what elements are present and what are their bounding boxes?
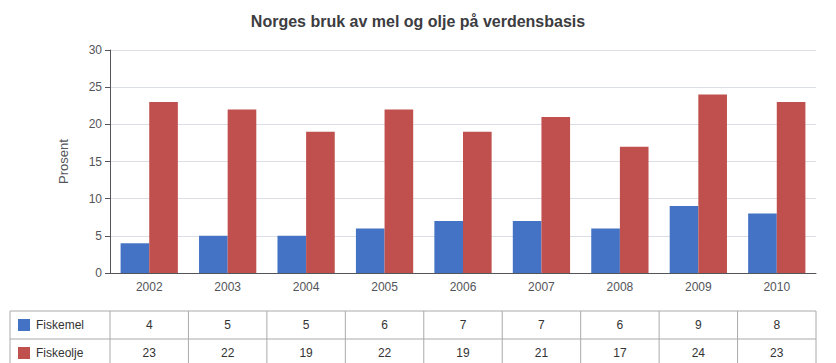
svg-text:25: 25	[89, 80, 103, 94]
svg-text:2006: 2006	[450, 280, 477, 294]
svg-text:2009: 2009	[685, 280, 712, 294]
svg-text:2008: 2008	[607, 280, 634, 294]
svg-text:19: 19	[456, 346, 470, 360]
svg-text:0: 0	[95, 266, 102, 280]
svg-text:22: 22	[221, 346, 235, 360]
svg-text:2004: 2004	[293, 280, 320, 294]
svg-text:8: 8	[773, 318, 780, 332]
svg-text:24: 24	[692, 346, 706, 360]
svg-text:2007: 2007	[528, 280, 555, 294]
svg-text:21: 21	[535, 346, 549, 360]
svg-text:5: 5	[95, 229, 102, 243]
svg-text:22: 22	[378, 346, 392, 360]
svg-text:Fiskemel: Fiskemel	[36, 318, 84, 332]
svg-text:6: 6	[617, 318, 624, 332]
svg-text:5: 5	[224, 318, 231, 332]
svg-text:20: 20	[89, 117, 103, 131]
svg-text:7: 7	[460, 318, 467, 332]
svg-text:2003: 2003	[214, 280, 241, 294]
svg-text:2010: 2010	[763, 280, 790, 294]
svg-text:6: 6	[381, 318, 388, 332]
svg-text:30: 30	[89, 43, 103, 57]
svg-text:23: 23	[770, 346, 784, 360]
svg-text:2002: 2002	[136, 280, 163, 294]
svg-text:4: 4	[146, 318, 153, 332]
svg-text:17: 17	[613, 346, 627, 360]
svg-text:9: 9	[695, 318, 702, 332]
svg-text:23: 23	[143, 346, 157, 360]
svg-text:Norges bruk av mel og olje på: Norges bruk av mel og olje på verdensbas…	[251, 13, 585, 30]
svg-text:10: 10	[89, 192, 103, 206]
svg-text:5: 5	[303, 318, 310, 332]
svg-text:Prosent: Prosent	[56, 139, 71, 184]
svg-text:19: 19	[299, 346, 313, 360]
svg-text:2005: 2005	[371, 280, 398, 294]
svg-text:7: 7	[538, 318, 545, 332]
svg-text:15: 15	[89, 155, 103, 169]
svg-text:Fiskeolje: Fiskeolje	[36, 346, 84, 360]
